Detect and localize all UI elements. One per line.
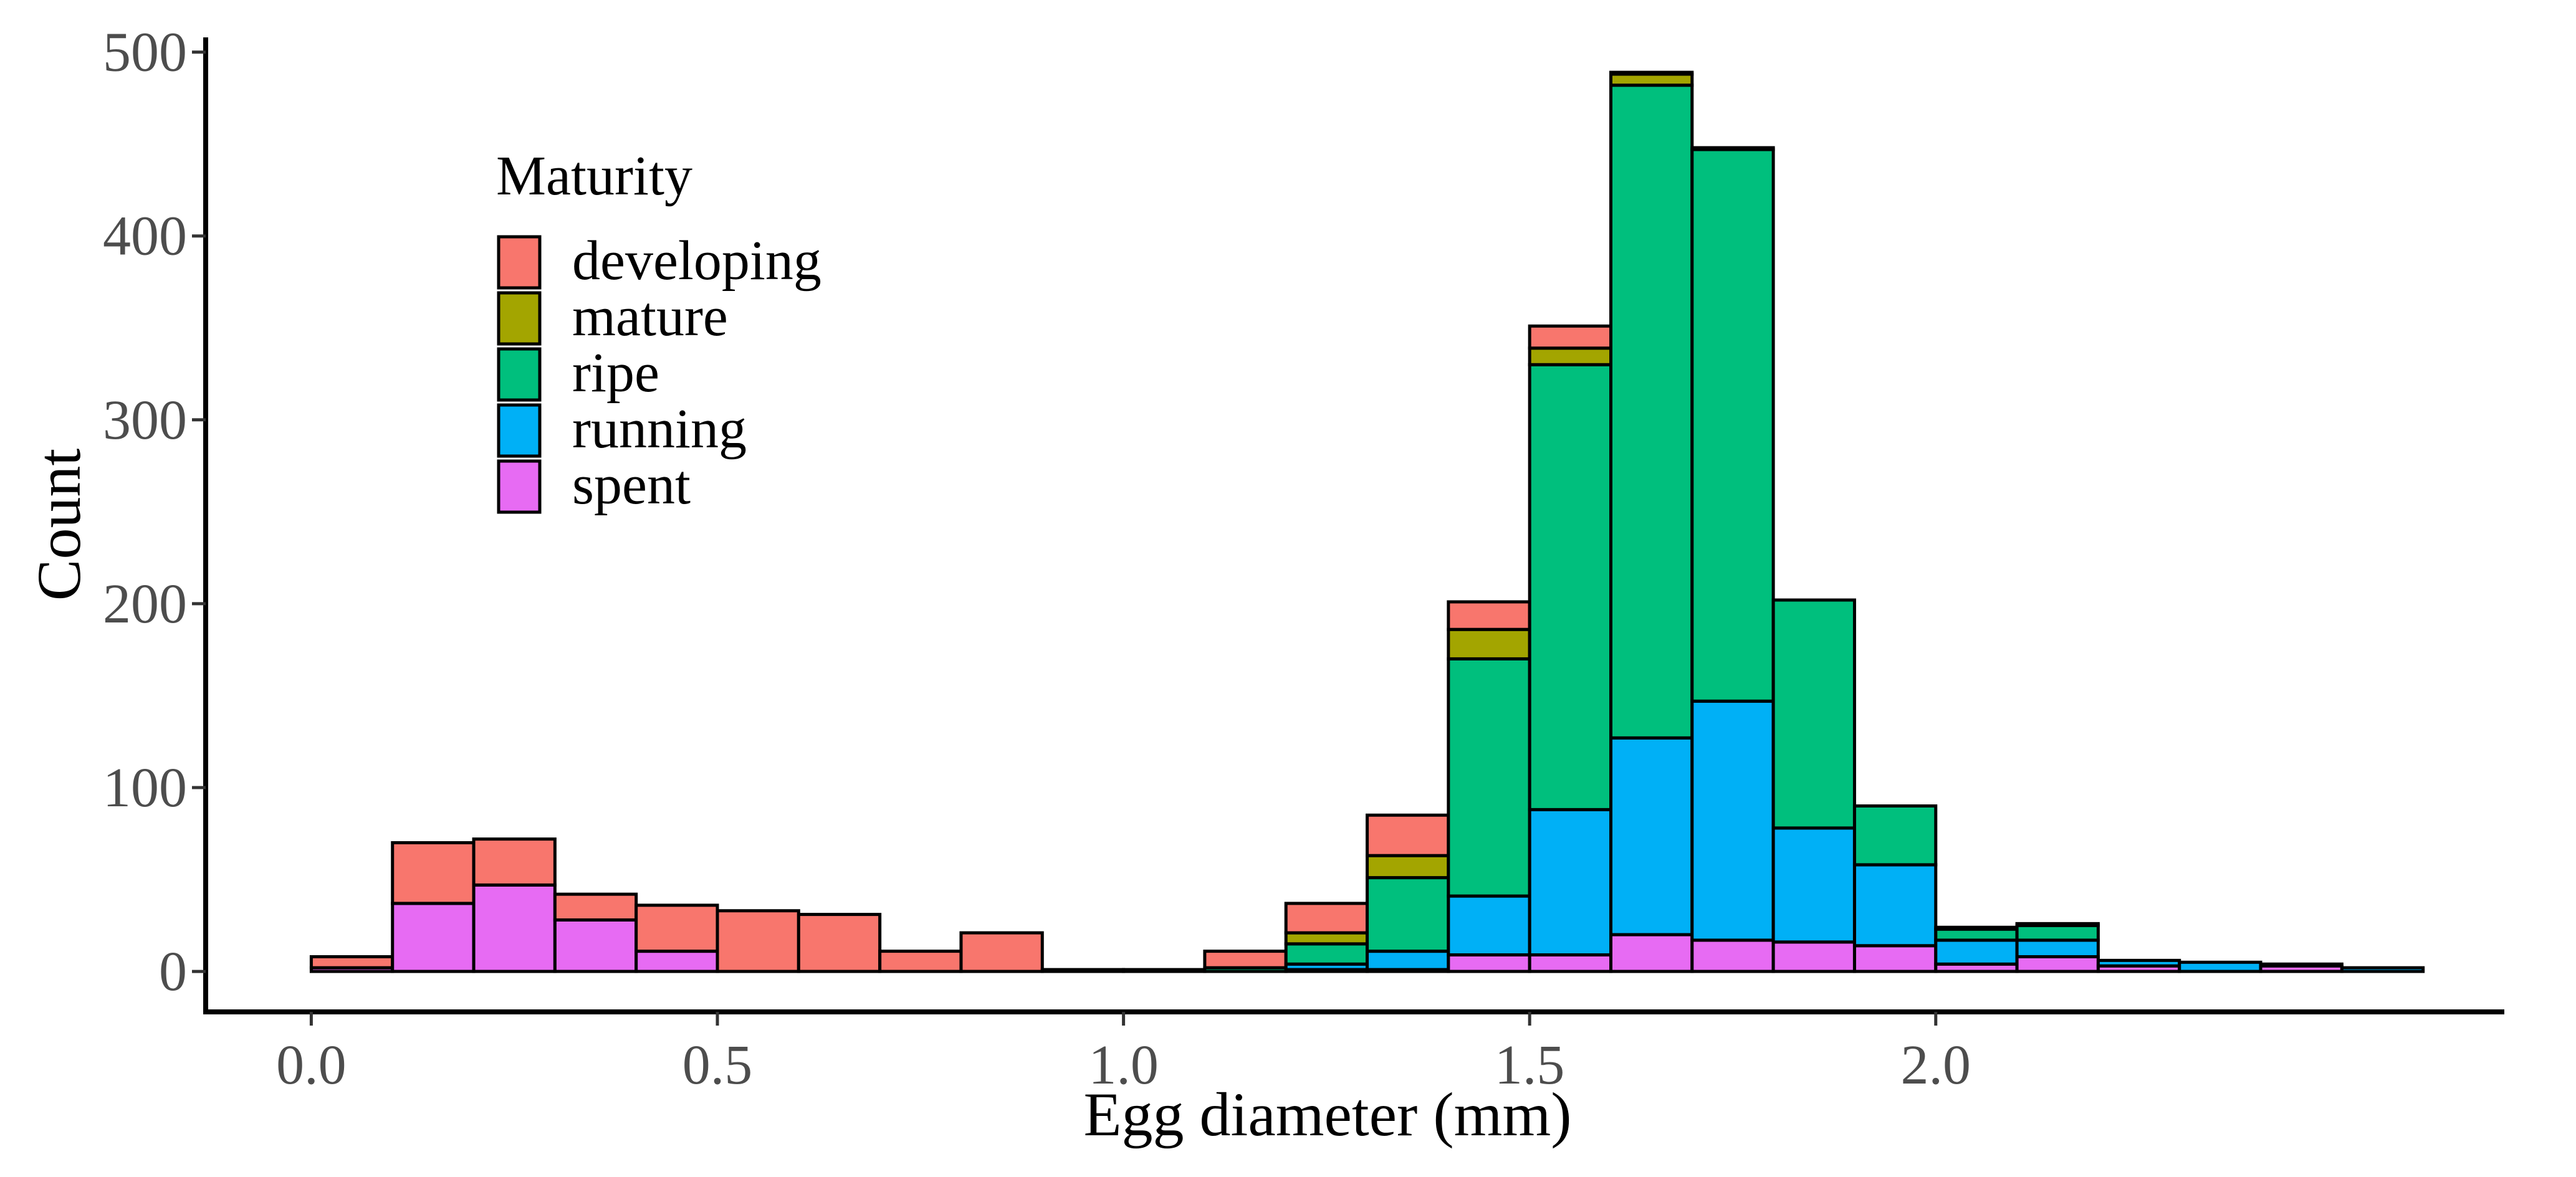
bar-running-bin-13 bbox=[1366, 950, 1450, 971]
bar-developing-bin-3 bbox=[553, 892, 638, 922]
bar-mature-bin-13 bbox=[1366, 854, 1450, 880]
bar-developing-bin-14 bbox=[1447, 600, 1531, 631]
bar-ripe-bin-20 bbox=[1934, 927, 2019, 942]
bar-spent-bin-4 bbox=[634, 950, 719, 973]
legend-label-developing: developing bbox=[572, 230, 821, 292]
bar-developing-bin-2 bbox=[472, 837, 557, 887]
x-tick-label: 1.0 bbox=[1088, 1034, 1159, 1096]
x-tick-label: 0.5 bbox=[682, 1034, 753, 1096]
y-tick-label: 300 bbox=[103, 389, 187, 451]
bar-developing-bin-15 bbox=[1528, 324, 1613, 350]
bar-ripe-bin-14 bbox=[1447, 657, 1531, 898]
bars-layer bbox=[309, 70, 2425, 973]
legend-swatch-spent bbox=[497, 459, 542, 514]
bar-ripe-bin-16 bbox=[1609, 83, 1694, 740]
bar-developing-bin-20 bbox=[1934, 925, 2019, 931]
bar-spent-bin-21 bbox=[2015, 955, 2100, 973]
y-tick-label: 200 bbox=[103, 573, 187, 635]
bar-spent-bin-17 bbox=[1690, 938, 1775, 973]
bar-spent-bin-18 bbox=[1771, 940, 1856, 973]
bar-developing-bin-12 bbox=[1284, 902, 1369, 935]
x-tick-label: 0.0 bbox=[276, 1034, 347, 1096]
bar-running-bin-21 bbox=[2015, 938, 2100, 958]
legend-swatch-running bbox=[497, 403, 542, 458]
bar-developing-bin-5 bbox=[716, 909, 800, 973]
bar-developing-bin-9 bbox=[1040, 968, 1126, 973]
bar-developing-bin-6 bbox=[797, 913, 882, 973]
bar-ripe-bin-18 bbox=[1771, 598, 1856, 830]
bar-ripe-bin-19 bbox=[1852, 804, 1938, 867]
bar-ripe-bin-12 bbox=[1284, 942, 1369, 966]
bar-running-bin-16 bbox=[1609, 736, 1694, 936]
bar-developing-bin-21 bbox=[2015, 922, 2100, 927]
y-tick-label: 0 bbox=[159, 941, 187, 1003]
bar-spent-bin-14 bbox=[1447, 953, 1531, 973]
bar-spent-bin-16 bbox=[1609, 933, 1694, 973]
bar-running-bin-22 bbox=[2096, 958, 2181, 968]
bar-spent-bin-3 bbox=[553, 918, 638, 973]
bar-ripe-bin-13 bbox=[1366, 876, 1450, 953]
bar-spent-bin-1 bbox=[391, 902, 476, 973]
bar-developing-bin-10 bbox=[1122, 968, 1207, 973]
x-axis-title: Egg diameter (mm) bbox=[1083, 1080, 1571, 1149]
legend-title: Maturity bbox=[496, 145, 692, 207]
y-tick-label: 500 bbox=[103, 22, 187, 83]
bar-mature-bin-14 bbox=[1447, 627, 1531, 660]
y-axis-title: Count bbox=[24, 449, 93, 601]
bar-spent-bin-15 bbox=[1528, 953, 1613, 973]
legend: Maturity developingmatureriperunningspen… bbox=[496, 145, 821, 516]
ticks-layer: 0.0 0.5 1.0 1.5 2.0 0 100 200 300 400 500 bbox=[103, 22, 1971, 1096]
bar-running-bin-20 bbox=[1934, 938, 2019, 966]
bar-developing-bin-16 bbox=[1609, 70, 1694, 76]
bar-developing-bin-11 bbox=[1203, 950, 1288, 970]
bar-developing-bin-8 bbox=[959, 931, 1044, 973]
legend-swatch-developing bbox=[497, 235, 542, 290]
bar-mature-bin-15 bbox=[1528, 346, 1613, 366]
bar-spent-bin-2 bbox=[472, 883, 557, 973]
bar-mature-bin-16 bbox=[1609, 72, 1694, 87]
legend-label-mature: mature bbox=[572, 286, 728, 348]
y-tick-label: 400 bbox=[103, 206, 187, 267]
bar-developing-bin-4 bbox=[634, 903, 719, 953]
axes-layer bbox=[203, 37, 2504, 1014]
bar-developing-bin-7 bbox=[878, 950, 963, 973]
bar-running-bin-17 bbox=[1690, 699, 1775, 942]
bar-running-bin-24 bbox=[2259, 962, 2344, 968]
legend-label-running: running bbox=[572, 398, 747, 460]
bar-mature-bin-12 bbox=[1284, 931, 1369, 946]
bar-developing-bin-1 bbox=[391, 841, 476, 905]
bar-ripe-bin-17 bbox=[1690, 148, 1775, 703]
bar-running-bin-14 bbox=[1447, 894, 1531, 957]
bar-developing-bin-13 bbox=[1366, 813, 1450, 857]
legend-label-spent: spent bbox=[572, 454, 691, 516]
bar-developing-bin-0 bbox=[309, 955, 395, 970]
legend-swatch-ripe bbox=[497, 347, 542, 402]
bar-mature-bin-17 bbox=[1690, 146, 1775, 151]
x-tick-label: 2.0 bbox=[1901, 1034, 1971, 1096]
bar-running-bin-25 bbox=[2340, 966, 2425, 973]
bar-running-bin-18 bbox=[1771, 826, 1856, 944]
bar-spent-bin-19 bbox=[1852, 944, 1938, 973]
bar-running-bin-19 bbox=[1852, 863, 1938, 948]
legend-swatch-mature bbox=[497, 291, 542, 346]
bar-ripe-bin-21 bbox=[2015, 923, 2100, 942]
x-tick-label: 1.5 bbox=[1495, 1034, 1565, 1096]
legend-label-ripe: ripe bbox=[572, 342, 659, 404]
bar-running-bin-15 bbox=[1528, 808, 1613, 957]
y-tick-label: 100 bbox=[103, 757, 187, 819]
bar-running-bin-23 bbox=[2178, 960, 2262, 973]
bar-ripe-bin-15 bbox=[1528, 363, 1613, 811]
